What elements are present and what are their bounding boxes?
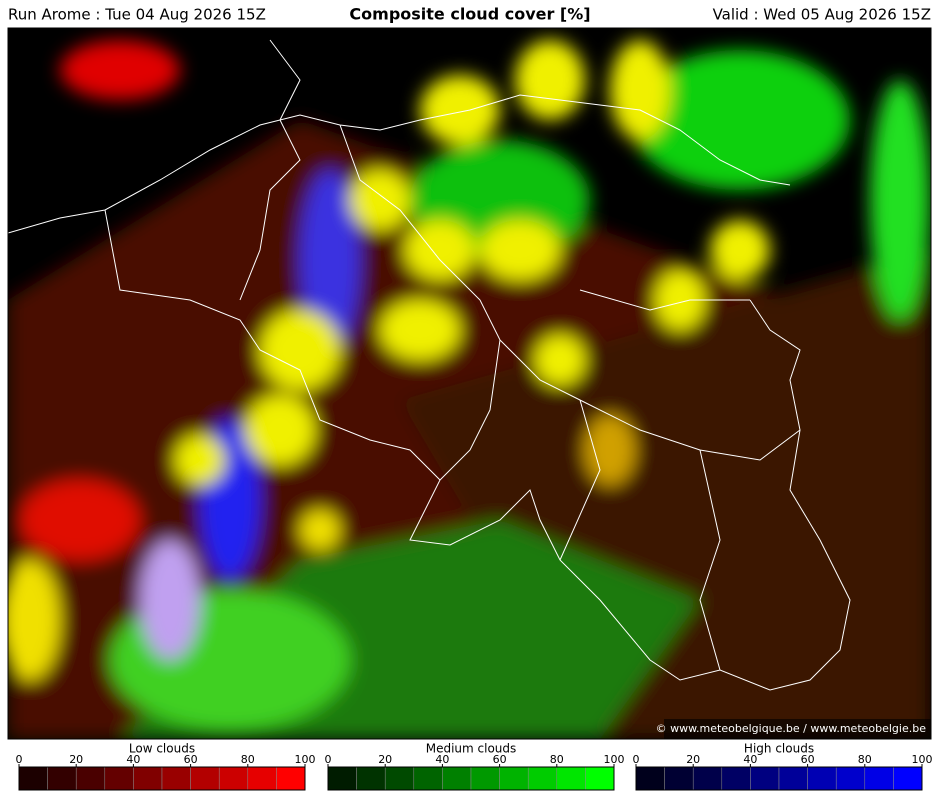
legend-swatch: [750, 766, 780, 791]
legend-tick-label: 0: [633, 753, 640, 766]
legend-swatch: [635, 766, 665, 791]
legend-tick-label: 60: [801, 753, 815, 766]
legend-swatch: [692, 766, 723, 791]
legend-frame: [18, 766, 306, 791]
legend-swatch: [47, 766, 77, 791]
legend-swatch: [499, 766, 529, 791]
legend-swatch: [721, 766, 751, 791]
legend-title: Low clouds: [129, 742, 195, 756]
legend-swatch: [470, 766, 500, 791]
legend-swatch: [893, 766, 923, 791]
legend-tick-label: 100: [912, 753, 933, 766]
legend-tick-label: 60: [493, 753, 507, 766]
legend-swatch: [327, 766, 357, 791]
legend-tick-label: 80: [241, 753, 255, 766]
legend-title: High clouds: [744, 742, 814, 756]
legend-swatch: [556, 766, 586, 791]
legend-tick-label: 0: [325, 753, 332, 766]
legend-tick-label: 40: [126, 753, 140, 766]
legend-tick-label: 40: [435, 753, 449, 766]
map: © www.meteobelgique.be / www.meteobelgie…: [8, 28, 931, 739]
legend-swatch: [807, 766, 837, 791]
legend-tick-label: 0: [16, 753, 23, 766]
run-label: Run Arome : Tue 04 Aug 2026 15Z: [8, 6, 266, 24]
legend-swatch: [218, 766, 249, 791]
legend-swatch: [585, 766, 615, 791]
map-frame: [7, 27, 932, 740]
legend-swatch: [276, 766, 306, 791]
legend-title: Medium clouds: [426, 742, 517, 756]
legend-swatch: [835, 766, 866, 791]
legend-tick-label: 20: [69, 753, 83, 766]
legend-swatch: [104, 766, 134, 791]
legend-swatch: [247, 766, 277, 791]
credit: © www.meteobelgique.be / www.meteobelgie…: [656, 722, 927, 735]
legend-swatch: [161, 766, 191, 791]
legend-swatch: [864, 766, 894, 791]
valid-label: Valid : Wed 05 Aug 2026 15Z: [713, 6, 931, 24]
legend-swatch: [442, 766, 472, 791]
legend-tick-label: 40: [743, 753, 757, 766]
legend-swatch: [527, 766, 558, 791]
legend-swatch: [356, 766, 386, 791]
legend-swatch: [384, 766, 415, 791]
legend-tick-label: 60: [184, 753, 198, 766]
legend-tick-label: 100: [295, 753, 316, 766]
credit-box: [664, 719, 931, 739]
legend-frame: [327, 766, 615, 791]
legend-swatch: [664, 766, 694, 791]
title: Composite cloud cover [%]: [349, 5, 590, 24]
legend-swatch: [413, 766, 443, 791]
legend-swatch: [190, 766, 220, 791]
borders: [8, 39, 851, 691]
legend-tick-label: 80: [550, 753, 564, 766]
legend-tick-label: 100: [604, 753, 625, 766]
legend-swatch: [778, 766, 808, 791]
legend-tick-label: 20: [378, 753, 392, 766]
legend-frame: [635, 766, 923, 791]
legends: Low clouds 0 20 40 60 80 100 Medium clouds 0 20 40…: [16, 742, 933, 791]
legend-swatch: [133, 766, 163, 791]
legend-swatch: [75, 766, 106, 791]
legend-tick-label: 20: [686, 753, 700, 766]
legend-tick-label: 80: [858, 753, 872, 766]
legend-swatch: [18, 766, 48, 791]
